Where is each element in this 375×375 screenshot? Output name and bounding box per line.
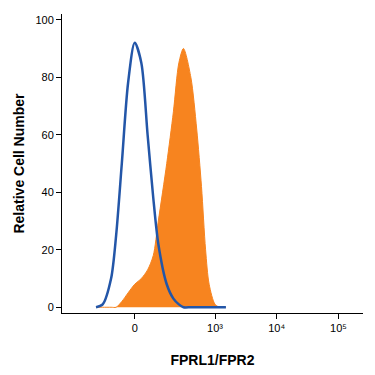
svg-text:40: 40	[42, 186, 54, 198]
svg-text:10⁴: 10⁴	[268, 322, 285, 334]
svg-text:10⁵: 10⁵	[330, 322, 347, 334]
svg-text:20: 20	[42, 244, 54, 256]
svg-text:80: 80	[42, 71, 54, 83]
svg-text:60: 60	[42, 129, 54, 141]
svg-text:Relative Cell Number: Relative Cell Number	[11, 93, 27, 234]
svg-text:100: 100	[35, 14, 53, 26]
svg-text:FPRL1/FPR2: FPRL1/FPR2	[170, 352, 254, 368]
svg-text:10³: 10³	[207, 322, 223, 334]
svg-text:0: 0	[48, 301, 54, 313]
svg-text:0: 0	[132, 322, 138, 334]
